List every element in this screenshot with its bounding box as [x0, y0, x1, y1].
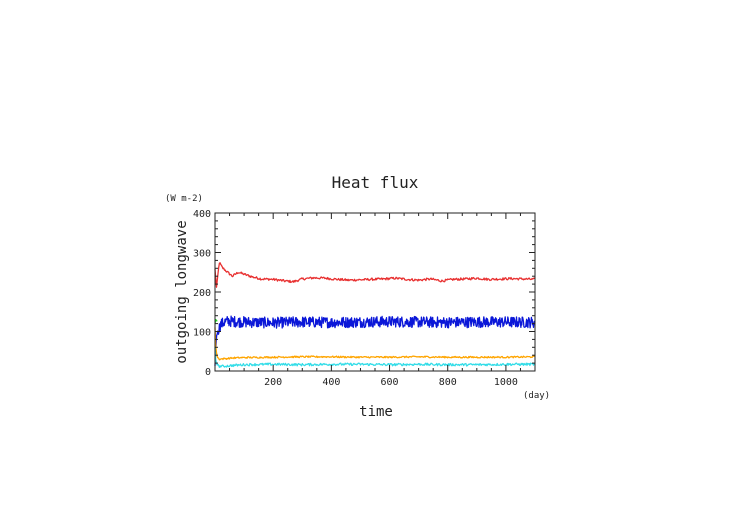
x-tick-label: 800	[439, 377, 457, 388]
y-unit-label: (W m-2)	[165, 194, 203, 204]
x-tick-label: 600	[381, 377, 399, 388]
series-layer	[214, 262, 536, 368]
x-tick-label: 1000	[494, 377, 518, 388]
y-tick-label: 200	[193, 288, 211, 299]
y-tick-label: 0	[205, 367, 211, 378]
ticks-layer: 0 100 200 300 400 200 400 600 800 1000	[193, 209, 536, 388]
series-line	[214, 315, 536, 366]
series-line	[214, 327, 536, 361]
x-tick-label: 200	[264, 377, 282, 388]
x-unit-label: (day)	[523, 391, 550, 401]
plot-frame	[214, 212, 536, 372]
y-axis-title: outgoing longwave	[174, 220, 190, 363]
series-line	[214, 347, 536, 368]
y-tick-label: 400	[193, 209, 211, 220]
series-line	[214, 262, 536, 288]
chart-title: Heat flux	[332, 173, 419, 192]
y-tick-label: 300	[193, 249, 211, 260]
x-tick-label: 400	[322, 377, 340, 388]
y-tick-label: 100	[193, 328, 211, 339]
x-axis-title: time	[359, 404, 393, 420]
